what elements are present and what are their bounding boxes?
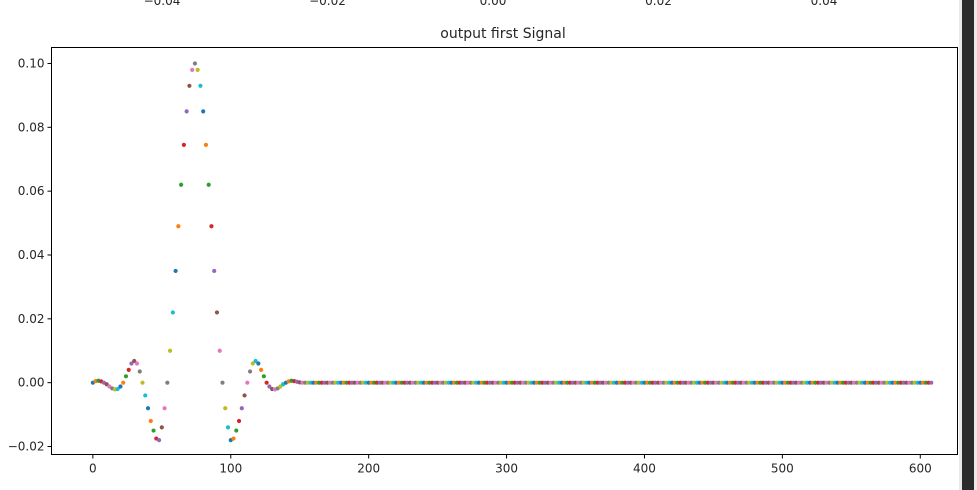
- data-point: [267, 384, 272, 389]
- scrollbar-thumb[interactable]: [962, 0, 974, 490]
- data-point: [212, 268, 217, 274]
- data-point: [134, 361, 140, 366]
- partial-top-x-axis: −0.04 −0.02 0.00 0.02 0.04: [144, 0, 838, 8]
- data-point: [179, 182, 184, 187]
- data-point: [225, 425, 231, 430]
- data-point: [129, 361, 134, 366]
- data-point: [247, 369, 253, 374]
- data-point: [176, 224, 181, 229]
- data-point: [140, 380, 145, 385]
- data-point: [165, 380, 170, 385]
- y-tick-label: 0.08: [18, 120, 45, 134]
- y-tick-label: −0.02: [8, 440, 45, 454]
- data-point: [167, 348, 173, 353]
- x-tick-label: 400: [633, 462, 656, 476]
- data-point: [148, 418, 153, 424]
- data-point: [214, 310, 220, 315]
- data-point: [209, 224, 214, 229]
- y-tick-label: 0.00: [18, 376, 45, 390]
- data-point: [145, 406, 151, 411]
- data-point: [203, 142, 209, 147]
- top-tick-label: 0.02: [645, 0, 672, 8]
- data-point: [239, 406, 244, 411]
- chart-title: output first Signal: [440, 26, 565, 42]
- data-point: [223, 406, 228, 411]
- data-point: [151, 428, 156, 433]
- top-tick-label: 0.00: [480, 0, 507, 8]
- data-point: [115, 386, 120, 392]
- data-point: [231, 436, 236, 441]
- y-tick-label: 0.06: [18, 184, 45, 198]
- data-point: [250, 361, 255, 366]
- x-tick-label: 100: [219, 462, 242, 476]
- x-tick-label: 300: [495, 462, 518, 476]
- data-point: [181, 142, 186, 147]
- data-point: [236, 418, 242, 424]
- data-point: [170, 310, 175, 315]
- data-point: [190, 67, 195, 72]
- data-point: [245, 380, 250, 385]
- data-point: [118, 384, 123, 389]
- data-point: [143, 393, 148, 398]
- data-point: [173, 268, 178, 274]
- x-tick-label: 200: [357, 462, 380, 476]
- y-tick-label: 0.04: [18, 248, 45, 262]
- data-point: [132, 358, 137, 364]
- data-point: [217, 348, 222, 353]
- data-point: [162, 406, 167, 411]
- x-tick-label: 600: [909, 462, 932, 476]
- data-point: [198, 83, 203, 88]
- x-tick-label: 500: [771, 462, 794, 476]
- x-axis: 0 100 200 300 400 500 600: [89, 454, 932, 476]
- data-point: [206, 182, 211, 187]
- data-point: [929, 380, 934, 385]
- data-point: [253, 358, 258, 364]
- data-point: [126, 367, 131, 373]
- data-point: [259, 367, 264, 373]
- data-point: [242, 393, 247, 398]
- data-point: [137, 369, 142, 374]
- y-tick-label: 0.02: [18, 312, 45, 326]
- y-tick-label: 0.10: [18, 56, 45, 70]
- top-tick-label: −0.04: [144, 0, 181, 8]
- data-point: [220, 380, 225, 385]
- data-point: [187, 83, 192, 88]
- top-tick-label: 0.04: [811, 0, 838, 8]
- plot-frame: [51, 47, 958, 455]
- y-axis: −0.02 0.00 0.02 0.04 0.06 0.08 0.10: [8, 56, 52, 454]
- data-point: [261, 374, 266, 379]
- data-point: [192, 61, 198, 66]
- data-point: [256, 361, 261, 366]
- scatter-points: [90, 61, 934, 443]
- top-tick-label: −0.02: [309, 0, 346, 8]
- data-point: [234, 428, 239, 433]
- data-point: [184, 109, 189, 114]
- data-point: [195, 67, 200, 72]
- data-point: [123, 374, 129, 379]
- data-point: [156, 438, 162, 443]
- data-point: [264, 380, 269, 385]
- data-point: [201, 109, 206, 114]
- data-point: [159, 425, 164, 430]
- x-tick-label: 0: [89, 462, 97, 476]
- data-point: [121, 380, 126, 385]
